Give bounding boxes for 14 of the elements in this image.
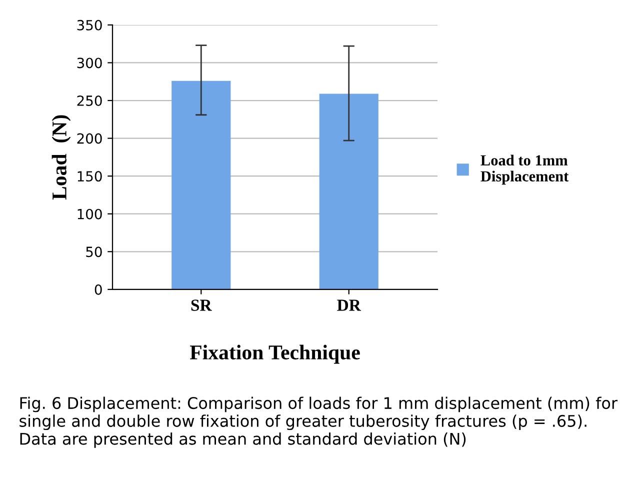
y-tick-label: 0 xyxy=(94,284,102,295)
y-tick-label: 100 xyxy=(78,208,102,220)
y-tick-label: 350 xyxy=(77,20,102,30)
x-tick-label: DR xyxy=(337,300,362,311)
y-tick-label: 50 xyxy=(86,246,102,258)
x-tick-label: SR xyxy=(191,300,212,311)
caption: Fig. 6 Displacement: Comparison of loads for 1 mm displacement (mm) for single and double row fixation of greater tuberosity fractures (p = .65). Data are presented as mean and standard deviation (N) xyxy=(20,396,618,448)
y-axis-title: Load (N) xyxy=(52,115,71,200)
y-tick-label: 150 xyxy=(78,171,102,182)
y-tick-label: 250 xyxy=(77,95,102,106)
y-tick-label: 200 xyxy=(77,133,102,144)
x-axis-title: Fixation Technique xyxy=(190,344,360,364)
legend-label: Load to 1mm Displacement xyxy=(480,154,569,185)
y-tick-label: 300 xyxy=(77,58,102,68)
